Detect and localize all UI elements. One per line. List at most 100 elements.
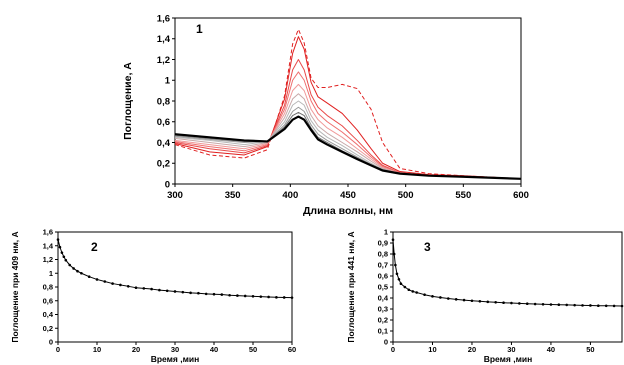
data-point [392, 238, 395, 241]
spectra-y-axis-label: Поглощение, А [122, 62, 134, 140]
series-line [175, 37, 521, 179]
spectra-y-ticks: 0 0,2 0,4 0,6 0,8 1 1,2 1,4 1,6 [157, 13, 175, 190]
data-point [119, 284, 122, 287]
spectra-plot-frame [175, 18, 521, 184]
data-point [479, 300, 482, 303]
data-point [471, 299, 474, 302]
x-tick-label: 10 [93, 345, 101, 354]
data-point [565, 304, 568, 307]
data-point [431, 295, 434, 298]
kinetics-409-y-axis-label: Поглощение при 409 нм, А [10, 231, 20, 342]
data-point [407, 288, 410, 291]
y-tick-label: 1 [384, 228, 388, 237]
data-point [189, 292, 192, 295]
x-tick-label: 30 [171, 345, 179, 354]
data-point [455, 298, 458, 301]
data-point [291, 296, 294, 299]
y-tick-label: 1,2 [43, 255, 53, 264]
data-point [542, 303, 545, 306]
x-tick-label: 450 [340, 190, 356, 201]
kinetics-441-y-ticks: 0 0,1 0,2 0,3 0,4 0,5 0,6 0,7 0,8 0,9 1 [378, 228, 393, 347]
data-point [59, 246, 62, 249]
data-point [558, 303, 561, 306]
data-point [252, 295, 255, 298]
y-tick-label: 1,4 [157, 34, 171, 45]
y-tick-label: 0,9 [378, 239, 388, 248]
data-point [127, 285, 130, 288]
y-tick-label: 0,6 [378, 272, 388, 281]
x-tick-label: 350 [225, 190, 241, 201]
y-tick-label: 0,6 [157, 117, 170, 128]
kinetics-409-panel: 0 10 20 30 40 50 60 00,20,40,60,811,21,41,6 2 … [10, 228, 296, 365]
data-point [150, 288, 153, 291]
data-point [573, 304, 576, 307]
y-tick-label: 0 [384, 338, 388, 347]
series-line [175, 72, 521, 179]
y-tick-label: 0,8 [378, 250, 388, 259]
y-tick-label: 0 [165, 179, 170, 190]
data-point [502, 301, 505, 304]
data-point [96, 278, 99, 281]
data-point [135, 286, 138, 289]
data-point [621, 305, 624, 308]
data-point [166, 289, 169, 292]
data-point [494, 301, 497, 304]
y-tick-label: 1,6 [157, 13, 170, 24]
data-point [613, 305, 616, 308]
kinetics-441-x-ticks: 0 10 20 30 40 50 [391, 342, 595, 354]
kinetics-409-y-ticks: 0 0,2 0,4 0,6 0,8 1 1,2 1,4 1,6 [43, 228, 58, 347]
y-tick-label: 1,2 [157, 55, 170, 66]
data-point [510, 302, 513, 305]
kinetics-409-panel-label: 2 [91, 240, 98, 254]
data-point [221, 293, 224, 296]
y-tick-label: 0,4 [378, 294, 389, 303]
x-tick-label: 0 [56, 345, 60, 354]
x-tick-label: 50 [586, 345, 594, 354]
data-point [72, 267, 75, 270]
x-tick-label: 40 [547, 345, 555, 354]
data-point [76, 270, 79, 273]
y-tick-label: 0,6 [43, 296, 53, 305]
x-tick-label: 400 [282, 190, 298, 201]
kinetics-441-panel-label: 3 [424, 240, 431, 254]
spectra-panel: 300 350 400 450 500 550 600 00,20,40,60,811,21… [122, 13, 529, 217]
data-point [423, 293, 426, 296]
data-point [267, 296, 270, 299]
x-tick-label: 10 [428, 345, 436, 354]
x-tick-label: 0 [391, 345, 395, 354]
data-point [404, 286, 407, 289]
data-point [174, 290, 177, 293]
data-point [411, 290, 414, 293]
series-line [175, 107, 521, 179]
x-tick-label: 300 [167, 190, 183, 201]
y-tick-label: 0 [49, 338, 53, 347]
data-point [396, 273, 399, 276]
data-point [205, 293, 208, 296]
data-point [197, 292, 200, 295]
data-point [275, 296, 278, 299]
data-point [236, 294, 239, 297]
data-point [182, 291, 185, 294]
data-point [244, 295, 247, 298]
y-tick-label: 0,3 [378, 305, 388, 314]
data-point [398, 278, 401, 281]
data-point [597, 304, 600, 307]
y-tick-label: 0,8 [43, 283, 53, 292]
data-point [393, 253, 396, 256]
series-line [175, 117, 521, 179]
x-tick-label: 20 [132, 345, 140, 354]
data-point [518, 302, 521, 305]
y-tick-label: 0,1 [378, 327, 388, 336]
y-tick-label: 1,4 [43, 241, 54, 250]
x-tick-label: 20 [468, 345, 476, 354]
data-point [68, 264, 71, 267]
series-line [175, 29, 521, 178]
x-tick-label: 500 [398, 190, 414, 201]
kinetics-441-y-axis-label: Поглощение при 441 нм, А [346, 231, 356, 342]
data-point [260, 295, 263, 298]
data-point [394, 264, 397, 267]
x-tick-label: 550 [455, 190, 471, 201]
kinetics-409-x-axis-label: Время ,мин [151, 354, 200, 364]
x-tick-label: 60 [288, 345, 296, 354]
